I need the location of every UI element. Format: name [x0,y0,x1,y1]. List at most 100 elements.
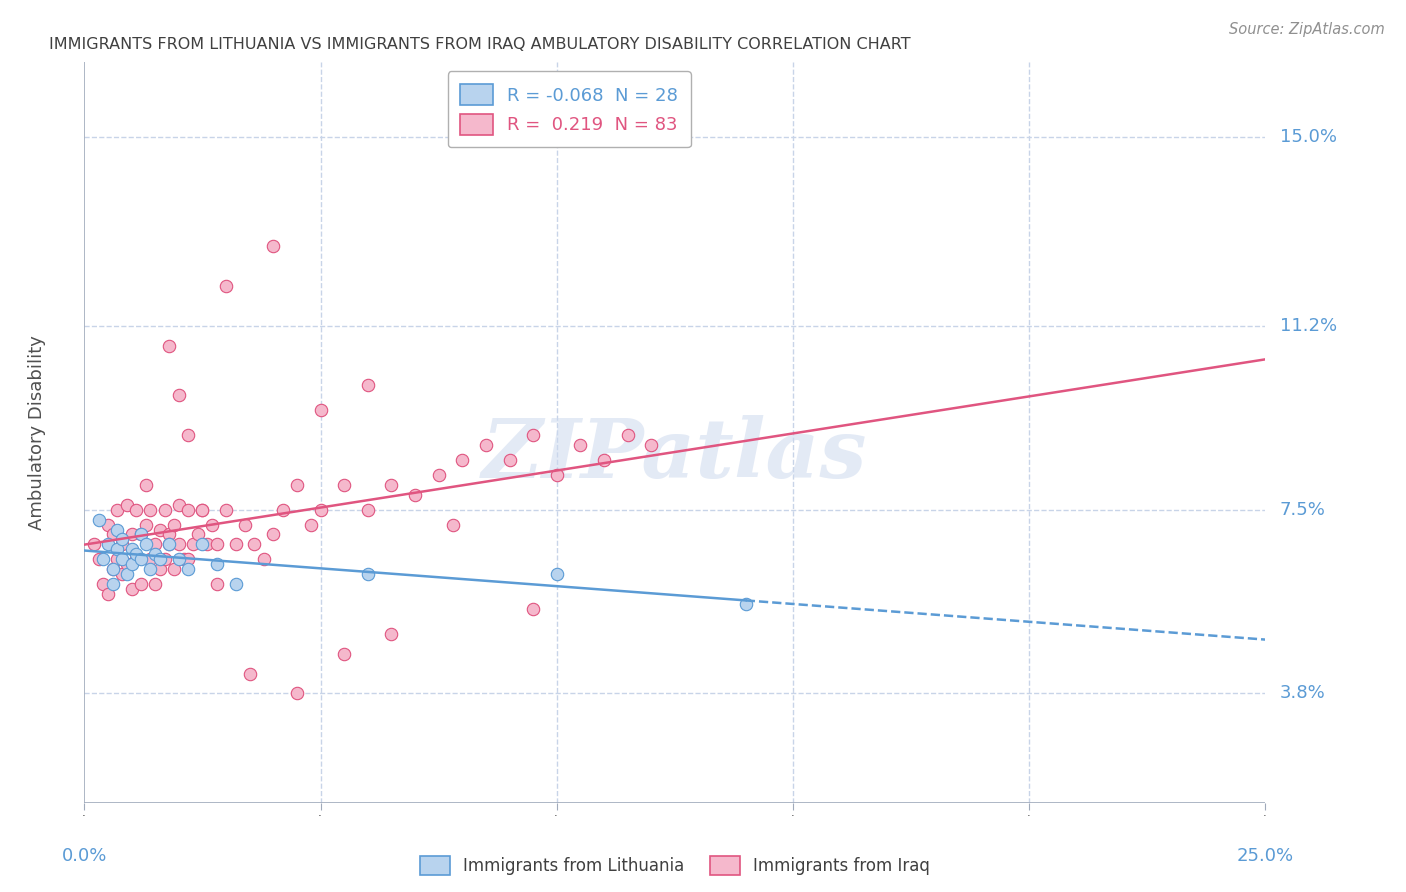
Text: 25.0%: 25.0% [1237,847,1294,865]
Legend: Immigrants from Lithuania, Immigrants from Iraq: Immigrants from Lithuania, Immigrants fr… [412,847,938,883]
Point [167,552,190,566]
Point [111,533,134,547]
Point [107,523,129,537]
Point [309,403,332,417]
Point [149,552,172,566]
Point [91,577,114,591]
Point [205,577,228,591]
Point [101,577,124,591]
Point [121,542,143,557]
Point [201,517,224,532]
Point [177,428,200,442]
Point [97,587,120,601]
Point [149,523,172,537]
Point [97,537,120,551]
Text: 3.8%: 3.8% [1279,684,1326,703]
Point [153,502,176,516]
Point [135,477,157,491]
Point [101,562,124,576]
Point [522,602,544,616]
Point [107,542,129,557]
Point [139,552,162,566]
Point [205,558,228,572]
Point [121,582,143,596]
Point [87,512,110,526]
Point [253,552,276,566]
Point [143,577,166,591]
Point [271,502,294,516]
Point [129,577,152,591]
Point [262,527,284,541]
Point [107,502,129,516]
Point [157,527,180,541]
Point [593,453,616,467]
Point [357,378,380,392]
Point [163,517,186,532]
Point [91,552,114,566]
Point [125,552,148,566]
Point [173,552,195,566]
Point [285,686,308,700]
Point [125,502,148,516]
Text: 0.0%: 0.0% [62,847,107,865]
Point [181,537,204,551]
Text: Source: ZipAtlas.com: Source: ZipAtlas.com [1229,22,1385,37]
Point [157,537,180,551]
Point [87,552,110,566]
Point [404,488,426,502]
Point [121,558,143,572]
Point [115,498,138,512]
Text: ZIPatlas: ZIPatlas [482,415,868,495]
Point [83,537,105,551]
Point [177,502,200,516]
Point [522,428,544,442]
Point [243,537,266,551]
Point [239,666,262,681]
Point [569,438,592,452]
Point [177,562,200,576]
Point [380,477,402,491]
Point [546,567,568,582]
Point [225,537,247,551]
Point [125,547,148,561]
Point [135,517,157,532]
Point [143,537,166,551]
Point [149,562,172,576]
Text: IMMIGRANTS FROM LITHUANIA VS IMMIGRANTS FROM IRAQ AMBULATORY DISABILITY CORRELAT: IMMIGRANTS FROM LITHUANIA VS IMMIGRANTS … [49,37,911,52]
Point [191,537,214,551]
Point [157,339,180,353]
Point [107,552,129,566]
Point [111,552,134,566]
Point [285,477,308,491]
Point [135,537,157,551]
Point [262,239,284,253]
Point [427,467,450,482]
Point [333,477,356,491]
Point [616,428,638,442]
Point [187,527,209,541]
Point [380,627,402,641]
Point [111,567,134,582]
Point [115,567,138,582]
Point [309,502,332,516]
Point [233,517,256,532]
Point [97,517,120,532]
Text: Ambulatory Disability: Ambulatory Disability [28,335,46,530]
Point [215,279,238,293]
Point [299,517,322,532]
Point [498,453,520,467]
Point [225,577,247,591]
Point [441,517,464,532]
Point [167,537,190,551]
Text: 15.0%: 15.0% [1279,128,1337,146]
Point [191,502,214,516]
Point [333,647,356,661]
Point [167,498,190,512]
Point [157,537,180,551]
Point [475,438,498,452]
Text: 7.5%: 7.5% [1279,500,1326,518]
Point [191,502,214,516]
Point [357,502,380,516]
Point [640,438,662,452]
Text: 11.2%: 11.2% [1279,317,1337,334]
